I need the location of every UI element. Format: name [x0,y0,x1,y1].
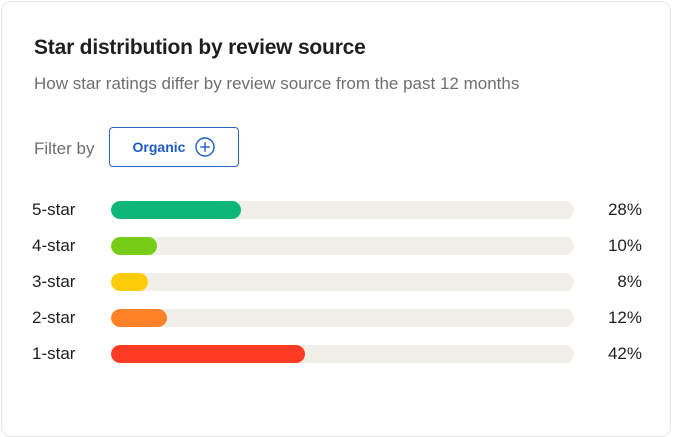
bar-fill [111,345,306,363]
distribution-row-1-star: 1-star 42% [0,342,674,366]
row-percent: 8% [617,272,642,291]
row-label: 4-star [32,236,76,255]
row-label: 5-star [32,200,76,219]
bar-track [111,201,574,219]
bar-fill [111,237,158,255]
bar-track [111,237,574,255]
filter-button-label: Organic [132,139,186,155]
distribution-row-4-star: 4-star 10% [0,234,674,258]
row-label: 1-star [32,344,76,363]
card-subtitle: How star ratings differ by review source… [34,74,520,93]
distribution-row-3-star: 3-star 8% [0,270,674,294]
bar-fill [111,201,241,219]
distribution-list: 5-star 28% 4-star 10% 3-star 8% 2-star 1… [0,198,674,366]
card-title: Star distribution by review source [34,36,366,59]
bar-track [111,309,574,327]
distribution-row-5-star: 5-star 28% [0,198,674,222]
row-label: 3-star [32,272,76,291]
row-label: 2-star [32,308,76,327]
row-percent: 10% [607,236,642,255]
distribution-row-2-star: 2-star 12% [0,306,674,330]
bar-fill [111,273,149,291]
bar-fill [111,309,167,327]
row-percent: 42% [607,344,642,363]
plus-circle-icon [195,137,216,157]
organic-filter-button[interactable]: Organic [109,127,239,167]
bar-track [111,273,574,291]
bar-track [111,345,574,363]
row-percent: 28% [607,200,642,219]
filter-label: Filter by [34,139,95,158]
row-percent: 12% [607,308,642,327]
